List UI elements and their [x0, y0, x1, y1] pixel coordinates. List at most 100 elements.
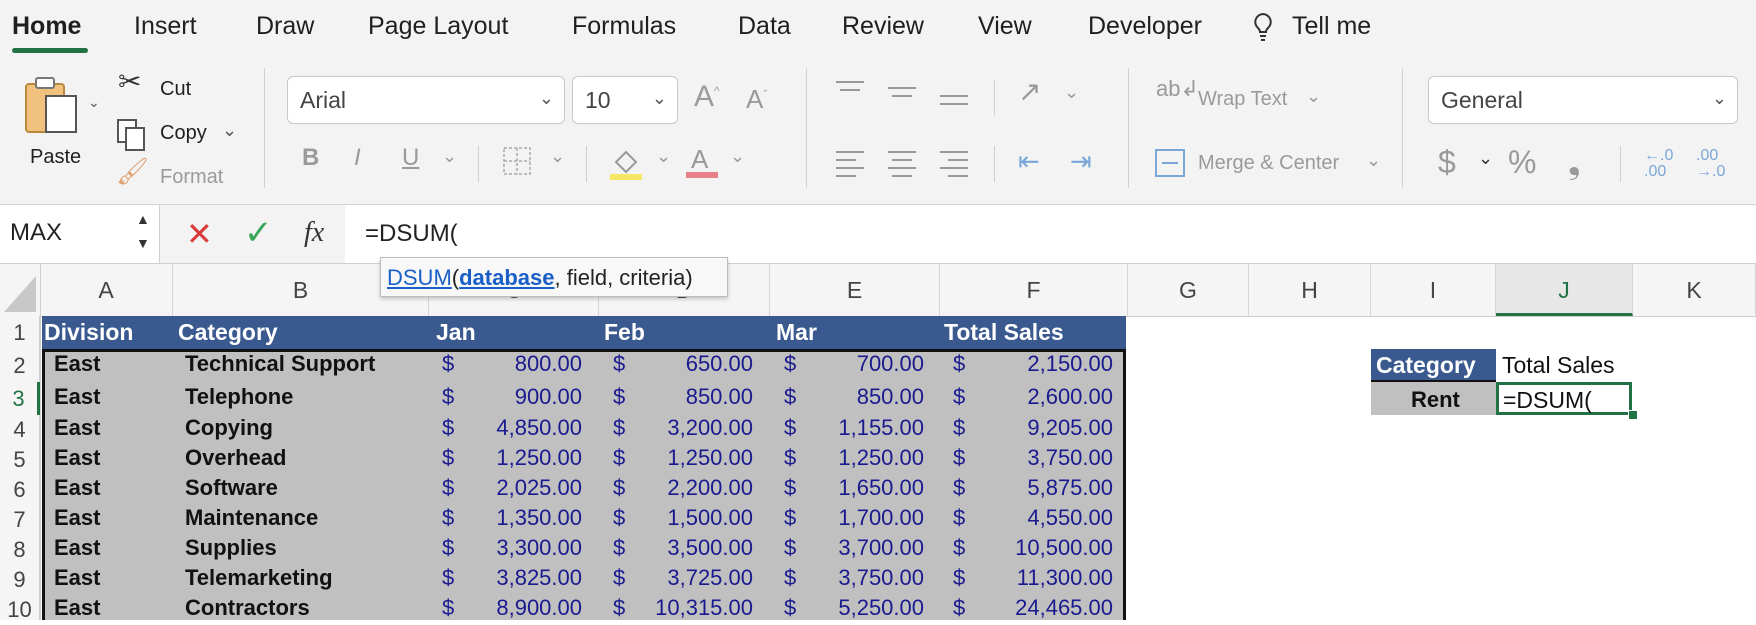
tab-view[interactable]: View — [978, 12, 1032, 40]
scissors-icon[interactable]: ✂ — [118, 66, 142, 97]
cell-amount[interactable]: 10,500.00 — [1015, 535, 1113, 560]
currency-icon[interactable]: $ — [1438, 144, 1456, 180]
cell-category[interactable]: Software — [185, 475, 278, 500]
tab-data[interactable]: Data — [738, 12, 791, 40]
column-header-a[interactable]: A — [40, 264, 173, 316]
fill-handle[interactable] — [1628, 410, 1638, 420]
cell-amount[interactable]: 9,205.00 — [1027, 415, 1113, 440]
merge-center-button[interactable]: Merge & Center — [1198, 152, 1340, 174]
cell-amount[interactable]: 4,550.00 — [1027, 505, 1113, 530]
cell-amount[interactable]: 3,750.00 — [1027, 445, 1113, 470]
cell-amount[interactable]: 5,875.00 — [1027, 475, 1113, 500]
tab-review[interactable]: Review — [842, 12, 924, 40]
header-category[interactable]: Category — [178, 319, 278, 345]
cell-amount[interactable]: 900.00 — [514, 384, 582, 409]
tooltip-function-link[interactable]: DSUM — [387, 265, 452, 290]
cell-amount[interactable]: 3,750.00 — [838, 565, 924, 590]
row-header-9[interactable]: 9 — [0, 565, 40, 595]
cell-amount[interactable]: 800.00 — [514, 351, 582, 376]
fill-color-dropdown-chevron-icon[interactable]: ⌄ — [656, 146, 672, 166]
cell-amount[interactable]: 2,200.00 — [667, 475, 753, 500]
result-header-cell[interactable]: Total Sales — [1496, 349, 1633, 382]
cell-division[interactable]: East — [54, 415, 101, 440]
tab-formulas[interactable]: Formulas — [572, 12, 677, 40]
tooltip-current-arg[interactable]: database — [459, 265, 555, 290]
criteria-header-cell[interactable]: Category — [1371, 349, 1496, 382]
paste-dropdown-chevron-icon[interactable]: ⌄ — [88, 94, 100, 110]
cancel-icon[interactable]: ✕ — [186, 216, 213, 252]
cell-amount[interactable]: 3,200.00 — [667, 415, 753, 440]
tab-draw[interactable]: Draw — [256, 12, 315, 40]
decrease-indent-icon[interactable]: ⇤ — [1018, 146, 1040, 176]
select-all-corner[interactable] — [0, 264, 41, 316]
cell-category[interactable]: Copying — [185, 415, 273, 440]
column-header-f[interactable]: F — [940, 264, 1128, 316]
font-color-icon[interactable]: A — [684, 142, 720, 180]
cell-category[interactable]: Supplies — [185, 535, 277, 560]
cell-amount[interactable]: 10,315.00 — [655, 595, 753, 620]
row-header-4[interactable]: 4 — [0, 415, 40, 445]
bold-icon[interactable]: B — [302, 144, 320, 171]
row-header-10[interactable]: 10 — [0, 595, 40, 622]
orientation-dropdown-chevron-icon[interactable]: ⌄ — [1064, 82, 1080, 102]
tab-developer[interactable]: Developer — [1088, 12, 1202, 40]
cell-amount[interactable]: 2,025.00 — [496, 475, 582, 500]
cell-division[interactable]: East — [54, 351, 101, 376]
tab-insert[interactable]: Insert — [134, 12, 197, 40]
cell-division[interactable]: East — [54, 565, 101, 590]
wrap-text-chevron-icon[interactable]: ⌄ — [1306, 86, 1322, 106]
cell-amount[interactable]: 1,500.00 — [667, 505, 753, 530]
cell-amount[interactable]: 5,250.00 — [838, 595, 924, 620]
percent-icon[interactable]: % — [1508, 144, 1537, 180]
cell-category[interactable]: Overhead — [185, 445, 287, 470]
cell-division[interactable]: East — [54, 595, 101, 620]
cell-amount[interactable]: 3,725.00 — [667, 565, 753, 590]
cell-division[interactable]: East — [54, 535, 101, 560]
cell-amount[interactable]: 1,650.00 — [838, 475, 924, 500]
cell-amount[interactable]: 850.00 — [856, 384, 924, 409]
number-format-dropdown[interactable]: General ⌄ — [1428, 76, 1738, 124]
name-box-down-icon[interactable]: ▼ — [136, 235, 150, 251]
cell-amount[interactable]: 3,825.00 — [496, 565, 582, 590]
cell-amount[interactable]: 1,350.00 — [496, 505, 582, 530]
name-box-up-icon[interactable]: ▲ — [136, 211, 150, 227]
horizontal-align-icons[interactable] — [834, 148, 994, 178]
increase-decimal-icon[interactable]: ←.0.00 — [1644, 147, 1674, 180]
wrap-text-icon[interactable]: ab↲ — [1156, 76, 1199, 101]
cell-division[interactable]: East — [54, 384, 101, 409]
font-name-dropdown[interactable]: Arial ⌄ — [287, 76, 565, 124]
cell-amount[interactable]: 2,600.00 — [1027, 384, 1113, 409]
increase-font-size-icon[interactable]: A^ — [694, 80, 720, 113]
comma-style-icon[interactable]: ❟ — [1568, 144, 1581, 180]
underline-icon[interactable]: U — [402, 144, 420, 171]
header-total-sales[interactable]: Total Sales — [944, 319, 1064, 345]
header-feb[interactable]: Feb — [604, 319, 645, 345]
format-painter-icon[interactable]: 🖌 — [116, 156, 150, 186]
font-size-dropdown[interactable]: 10 ⌄ — [572, 76, 678, 124]
row-header-7[interactable]: 7 — [0, 505, 40, 535]
cell-division[interactable]: East — [54, 475, 101, 500]
cell-division[interactable]: East — [54, 505, 101, 530]
column-header-k[interactable]: K — [1633, 264, 1756, 316]
wrap-text-button[interactable]: Wrap Text — [1198, 88, 1288, 110]
row-header-5[interactable]: 5 — [0, 445, 40, 475]
column-header-e[interactable]: E — [770, 264, 940, 316]
cell-amount[interactable]: 24,465.00 — [1015, 595, 1113, 620]
cell-amount[interactable]: 1,250.00 — [496, 445, 582, 470]
vertical-align-icons[interactable] — [834, 78, 994, 108]
cell-division[interactable]: East — [54, 445, 101, 470]
cell-amount[interactable]: 1,700.00 — [838, 505, 924, 530]
cell-amount[interactable]: 700.00 — [856, 351, 924, 376]
text-orientation-icon[interactable]: ↗ — [1018, 76, 1042, 107]
formula-input[interactable]: =DSUM( — [345, 205, 1756, 263]
column-header-g[interactable]: G — [1128, 264, 1249, 316]
cell-amount[interactable]: 1,155.00 — [838, 415, 924, 440]
name-box[interactable]: MAX ▲ ▼ — [0, 205, 160, 263]
cell-amount[interactable]: 8,900.00 — [496, 595, 582, 620]
decrease-font-size-icon[interactable]: Aˇ — [746, 84, 768, 114]
borders-icon[interactable] — [502, 146, 532, 176]
insert-function-icon[interactable]: fx — [304, 217, 325, 248]
decrease-decimal-icon[interactable]: .00 →.0 — [1696, 147, 1726, 180]
criteria-value-cell[interactable]: Rent — [1371, 382, 1496, 415]
cell-amount[interactable]: 11,300.00 — [1016, 565, 1113, 590]
